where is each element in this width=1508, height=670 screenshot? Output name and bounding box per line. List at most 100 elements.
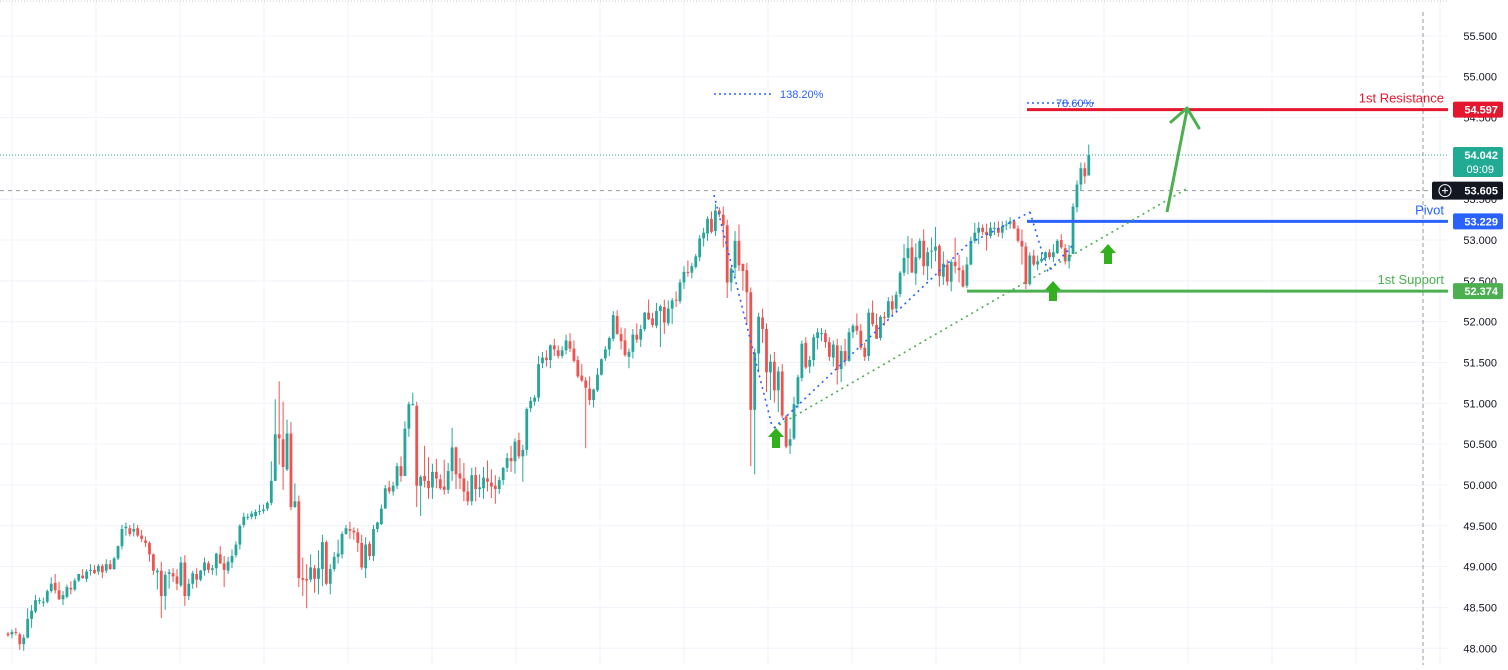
candle-body — [1071, 206, 1075, 254]
candle-body — [313, 568, 316, 579]
candle-body — [364, 544, 368, 569]
candle-body — [356, 532, 360, 543]
level-price-tag — [1453, 283, 1503, 300]
candle-body — [513, 441, 517, 462]
candle-body — [183, 562, 187, 596]
up-arrow-icon — [768, 428, 784, 448]
candle-body — [843, 351, 847, 361]
candle-body — [847, 332, 851, 361]
candle-body — [906, 248, 910, 258]
y-tick-label: 49.000 — [1463, 562, 1497, 574]
y-tick-label: 50.000 — [1463, 480, 1497, 492]
candle-body — [938, 245, 941, 276]
candle-body — [529, 400, 533, 409]
candle-body — [352, 530, 356, 533]
candles — [6, 144, 1091, 651]
candle-body — [541, 357, 544, 364]
up-arrow-icon — [1100, 244, 1116, 264]
candle-body — [1048, 252, 1051, 258]
add-alert-icon[interactable] — [1438, 184, 1452, 198]
candle-body — [446, 471, 450, 490]
candle-body — [222, 563, 226, 570]
level-price-text: 54.597 — [1464, 105, 1498, 117]
candle-body — [757, 316, 761, 354]
y-tick-label: 48.000 — [1463, 643, 1497, 655]
fib-leg — [713, 194, 773, 427]
candle-body — [431, 471, 434, 488]
candle-body — [167, 572, 171, 574]
candle-body — [961, 270, 965, 287]
candle-body — [1063, 248, 1067, 262]
candle-body — [207, 563, 210, 570]
drawings: 1st Resistance Pivot 1st Support 138.20% 78.… — [0, 89, 1448, 448]
candle-body — [309, 567, 313, 580]
candle-body — [108, 564, 112, 570]
candle-body — [246, 516, 250, 518]
candle-body — [894, 294, 898, 309]
candle-body — [965, 264, 969, 286]
candle-body — [533, 397, 537, 402]
candle-body — [879, 316, 882, 338]
candle-body — [560, 350, 564, 356]
price-axis[interactable]: 48.000 48.500 49.000 49.500 50.000 50.500 51.0… — [1432, 0, 1508, 665]
candle-body — [6, 633, 10, 636]
candle-body — [981, 227, 985, 232]
candle-body — [1075, 184, 1079, 208]
candle-body — [427, 480, 430, 489]
candle-body — [926, 252, 930, 267]
candle-body — [140, 535, 144, 539]
candle-body — [81, 575, 85, 579]
candle-body — [882, 316, 886, 318]
candle-body — [564, 340, 568, 351]
candle-body — [969, 240, 973, 265]
candle-body — [69, 587, 73, 590]
candle-body — [415, 405, 419, 486]
candle-body — [26, 618, 30, 638]
candle-body — [607, 338, 611, 350]
candle-body — [820, 333, 823, 335]
candle-body — [1059, 240, 1063, 248]
candle-body — [717, 210, 721, 214]
candle-body — [328, 569, 332, 584]
candle-body — [517, 440, 521, 457]
candle-body — [914, 257, 918, 274]
candle-body — [953, 262, 957, 267]
candle-body — [918, 240, 922, 258]
candle-body — [376, 522, 379, 530]
candle-body — [462, 478, 466, 492]
candle-body — [658, 306, 662, 312]
candle-body — [1040, 258, 1043, 262]
current-price-tag — [1453, 146, 1503, 177]
candle-body — [163, 574, 167, 596]
candle-body — [53, 582, 57, 591]
candle-body — [148, 542, 151, 555]
candle-body — [576, 360, 580, 377]
candle-body — [30, 610, 33, 619]
candle-body — [1051, 252, 1055, 258]
bar-countdown-text: 09:09 — [1466, 164, 1494, 176]
candle-body — [525, 409, 529, 450]
candle-body — [552, 345, 556, 350]
candle-body — [831, 344, 835, 358]
candle-body — [195, 573, 199, 580]
candle-body — [584, 380, 588, 388]
candle-body — [580, 375, 584, 381]
candle-body — [556, 350, 560, 356]
candle-body — [218, 554, 222, 564]
level-label: Pivot — [1415, 202, 1444, 217]
candle-body — [273, 434, 277, 481]
candle-body — [187, 583, 191, 596]
candle-body — [285, 433, 289, 470]
candle-body — [812, 337, 816, 361]
candle-body — [615, 315, 619, 334]
candle-body — [144, 540, 147, 543]
candle-body — [332, 556, 336, 570]
candle-body — [839, 351, 843, 370]
candle-body — [317, 568, 320, 579]
candle-body — [179, 562, 183, 586]
candle-body — [344, 528, 348, 534]
candle-body — [548, 345, 552, 361]
